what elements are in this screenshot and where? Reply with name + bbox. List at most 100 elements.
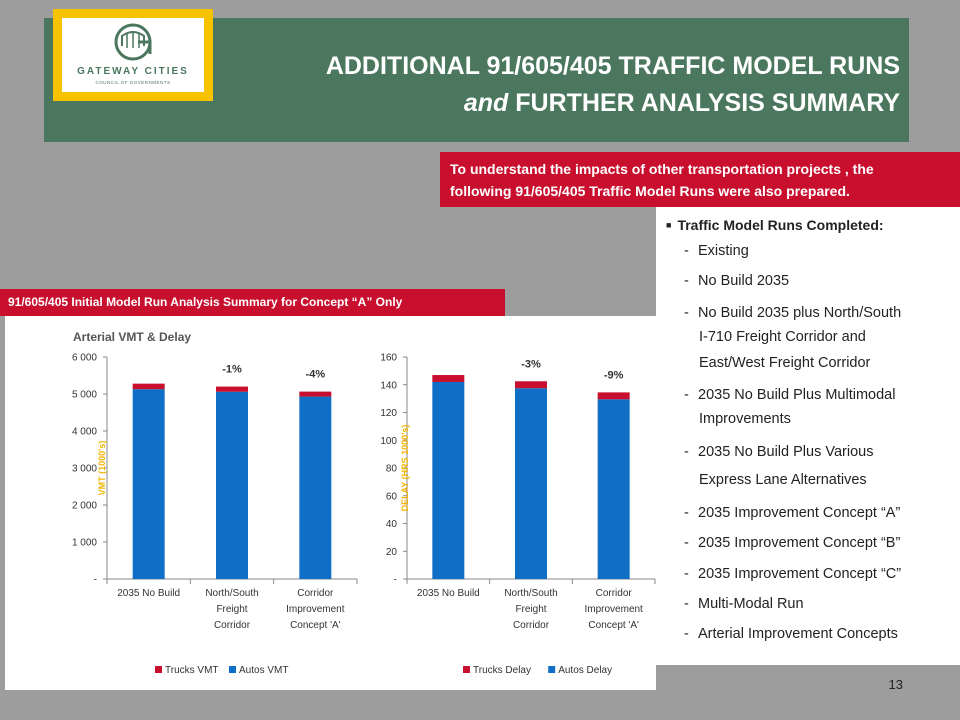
intro-line2: following 91/605/405 Traffic Model Runs … bbox=[450, 183, 850, 199]
logo-emblem-icon bbox=[114, 23, 152, 61]
run-item-label: Arterial Improvement Concepts bbox=[698, 626, 898, 642]
delay-y-tick-label: 80 bbox=[386, 464, 398, 475]
title-italic-word: and bbox=[463, 89, 509, 117]
charts-heading: Arterial VMT & Delay bbox=[73, 330, 191, 344]
vmt-legend-label: Trucks VMT bbox=[165, 665, 219, 676]
delay-legend-swatch bbox=[463, 666, 470, 673]
delay-category-label: Corridor bbox=[596, 588, 633, 599]
delay-bar-autos bbox=[597, 399, 630, 579]
vmt-bar-autos bbox=[299, 396, 332, 579]
vmt-category-label: Corridor bbox=[214, 620, 251, 631]
run-item-continuation: I-710 Freight Corridor and bbox=[699, 329, 866, 345]
vmt-legend-label: Autos VMT bbox=[239, 665, 288, 676]
delay-bar-autos bbox=[432, 381, 465, 579]
vmt-bar-autos bbox=[132, 389, 165, 579]
vmt-y-tick-label: 2 000 bbox=[72, 501, 97, 512]
run-item-continuation: Improvements bbox=[699, 411, 791, 427]
delay-category-label: Improvement bbox=[584, 604, 643, 615]
run-item-concept-b: -2035 Improvement Concept “B” bbox=[684, 535, 901, 551]
vmt-category-label: Concept 'A' bbox=[290, 620, 341, 631]
run-item-label: Existing bbox=[698, 243, 749, 259]
vmt-change-label: -4% bbox=[306, 369, 326, 381]
delay-y-tick-label: - bbox=[394, 575, 397, 586]
run-item-no-build: - No Build 2035 bbox=[684, 273, 790, 289]
delay-y-tick-label: 120 bbox=[380, 408, 397, 419]
run-item-label: No Build 2035 bbox=[698, 273, 790, 289]
delay-bar-autos bbox=[515, 388, 547, 579]
run-item-label: Multi-Modal Run bbox=[698, 596, 804, 612]
runs-heading-text: Traffic Model Runs Completed: bbox=[677, 217, 884, 233]
vmt-y-tick-label: 3 000 bbox=[72, 464, 97, 475]
delay-category-label: Freight bbox=[515, 604, 546, 615]
model-runs-panel: ■ Traffic Model Runs Completed: - Existing… bbox=[656, 207, 960, 665]
vmt-category-label: Corridor bbox=[297, 588, 334, 599]
vmt-legend-swatch bbox=[155, 666, 162, 673]
delay-category-label: Concept 'A' bbox=[588, 620, 639, 631]
run-item-label: 2035 No Build Plus Multimodal bbox=[698, 387, 896, 403]
run-item-label: 2035 Improvement Concept “A” bbox=[698, 505, 901, 521]
vmt-y-tick-label: 5 000 bbox=[72, 390, 97, 401]
vmt-legend-swatch bbox=[229, 666, 236, 673]
vmt-category-label: Improvement bbox=[286, 604, 345, 615]
run-item-existing: - Existing bbox=[684, 243, 749, 259]
run-item-continuation: East/West Freight Corridor bbox=[699, 355, 871, 371]
title-line2-rest: FURTHER ANALYSIS SUMMARY bbox=[508, 89, 900, 117]
run-item-concept-c: -2035 Improvement Concept “C” bbox=[684, 566, 902, 582]
delay-category-label: North/South bbox=[504, 588, 557, 599]
delay-category-label: 2035 No Build bbox=[417, 588, 480, 599]
vmt-y-axis-title: VMT (1000's) bbox=[97, 441, 107, 496]
gateway-cities-logo: GATEWAY CITIES COUNCIL OF GOVERNMENTS bbox=[53, 9, 213, 101]
run-item-multi-modal: - Multi-Modal Run bbox=[684, 596, 804, 612]
charts-panel: Arterial VMT & Delay - 1 000 2 000 3 000 4 0… bbox=[5, 316, 656, 690]
delay-y-axis-title: DELAY (HRS 1000's) bbox=[400, 425, 410, 512]
run-item-label: 2035 No Build Plus Various bbox=[698, 444, 874, 460]
delay-y-tick-label: 60 bbox=[386, 491, 398, 502]
intro-line1: To understand the impacts of other trans… bbox=[450, 161, 874, 177]
run-item-label: No Build 2035 plus North/South bbox=[698, 305, 902, 321]
slide-number: 13 bbox=[888, 677, 903, 692]
delay-legend-label: Autos Delay bbox=[558, 665, 612, 676]
delay-legend-label: Trucks Delay bbox=[473, 665, 531, 676]
delay-bar-trucks bbox=[432, 375, 465, 382]
run-item-multimodal: -2035 No Build Plus Multimodal bbox=[684, 387, 896, 403]
vmt-bar-trucks bbox=[132, 383, 165, 390]
vmt-category-label: North/South bbox=[205, 588, 258, 599]
vmt-category-label: 2035 No Build bbox=[117, 588, 180, 599]
run-item-express-lanes: -2035 No Build Plus Various bbox=[684, 444, 874, 460]
delay-y-tick-label: 160 bbox=[380, 353, 397, 364]
vmt-y-tick-label: - bbox=[94, 575, 97, 586]
delay-change-label: -9% bbox=[604, 369, 624, 381]
delay-y-tick-label: 140 bbox=[380, 380, 397, 391]
vmt-change-label: -1% bbox=[222, 364, 242, 376]
run-item-concept-a: -2035 Improvement Concept “A” bbox=[684, 505, 901, 521]
delay-y-tick-label: 100 bbox=[380, 436, 397, 447]
arterial-charts: Arterial VMT & Delay - 1 000 2 000 3 000 4 0… bbox=[72, 330, 656, 676]
delay-bar-trucks bbox=[515, 381, 547, 389]
vmt-y-tick-label: 4 000 bbox=[72, 427, 97, 438]
page-title-line2: and FURTHER ANALYSIS SUMMARY bbox=[464, 89, 900, 118]
vmt-bar-trucks bbox=[216, 386, 248, 392]
run-item-label: 2035 Improvement Concept “C” bbox=[698, 566, 902, 582]
intro-callout: To understand the impacts of other trans… bbox=[440, 152, 960, 207]
logo-name: GATEWAY CITIES bbox=[77, 66, 189, 77]
page-title-line1: ADDITIONAL 91/605/405 TRAFFIC MODEL RUNS bbox=[325, 52, 900, 80]
square-bullet-icon: ■ bbox=[666, 220, 672, 230]
runs-heading: ■ Traffic Model Runs Completed: bbox=[666, 217, 884, 233]
analysis-label: 91/605/405 Initial Model Run Analysis Su… bbox=[0, 289, 505, 316]
vmt-bar-trucks bbox=[299, 391, 332, 397]
delay-category-label: Corridor bbox=[513, 620, 550, 631]
delay-legend-swatch bbox=[548, 666, 556, 673]
run-item-freight-corridor: - No Build 2035 plus North/South bbox=[684, 305, 902, 321]
delay-y-tick-label: 20 bbox=[386, 547, 398, 558]
vmt-category-label: Freight bbox=[216, 604, 247, 615]
logo-subtitle: COUNCIL OF GOVERNMENTS bbox=[95, 80, 171, 85]
delay-y-tick-label: 40 bbox=[386, 519, 398, 530]
delay-bar-trucks bbox=[597, 392, 630, 400]
vmt-y-tick-label: 6 000 bbox=[72, 353, 97, 364]
vmt-bar-autos bbox=[216, 391, 248, 579]
run-item-continuation: Express Lane Alternatives bbox=[699, 472, 867, 488]
delay-change-label: -3% bbox=[521, 358, 541, 370]
run-item-arterial: - Arterial Improvement Concepts bbox=[684, 626, 898, 642]
vmt-y-tick-label: 1 000 bbox=[72, 538, 97, 549]
run-item-label: 2035 Improvement Concept “B” bbox=[698, 535, 901, 551]
